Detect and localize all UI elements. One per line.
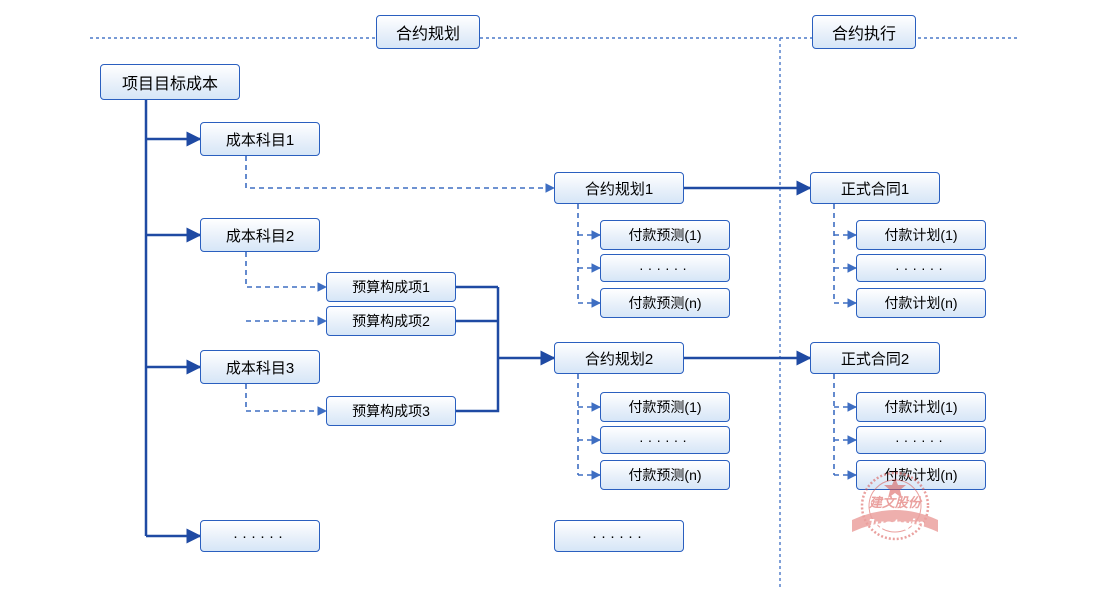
budget-item-1-label: 预算构成项1 xyxy=(352,277,430,297)
payplan1-item-n-label: 付款计划(n) xyxy=(884,293,957,313)
contract-plan-more-label: ······ xyxy=(592,528,646,545)
payplan1-item-1-label: 付款计划(1) xyxy=(884,225,957,245)
budget-item-1: 预算构成项1 xyxy=(326,272,456,302)
cost-item-3-label: 成本科目3 xyxy=(226,357,294,378)
contract-plan-1: 合约规划1 xyxy=(554,172,684,204)
root-node: 项目目标成本 xyxy=(100,64,240,100)
header-planning: 合约规划 xyxy=(376,15,480,49)
forecast1-item-1-label: 付款预测(1) xyxy=(628,225,701,245)
contract-plan-1-label: 合约规划1 xyxy=(585,178,653,199)
contract-2: 正式合同2 xyxy=(810,342,940,374)
watermark-main: Justwin xyxy=(865,517,925,534)
contract-2-label: 正式合同2 xyxy=(841,348,909,369)
header-execution: 合约执行 xyxy=(812,15,916,49)
cost-item-more-label: ······ xyxy=(233,528,287,545)
forecast1-item-1: 付款预测(1) xyxy=(600,220,730,250)
contract-1: 正式合同1 xyxy=(810,172,940,204)
payplan1-item-n: 付款计划(n) xyxy=(856,288,986,318)
forecast2-dots: ······ xyxy=(600,426,730,454)
cost-item-3: 成本科目3 xyxy=(200,350,320,384)
forecast2-dots-label: ······ xyxy=(639,432,691,448)
forecast2-item-n: 付款预测(n) xyxy=(600,460,730,490)
payplan2-dots: ······ xyxy=(856,426,986,454)
payplan1-dots-label: ······ xyxy=(895,260,947,276)
header-planning-label: 合约规划 xyxy=(396,20,460,44)
payplan2-item-n: 付款计划(n) xyxy=(856,460,986,490)
watermark-sub: 建文股份 xyxy=(869,495,921,510)
payplan2-dots-label: ······ xyxy=(895,432,947,448)
header-execution-label: 合约执行 xyxy=(832,20,896,44)
contract-plan-more: ······ xyxy=(554,520,684,552)
forecast2-item-n-label: 付款预测(n) xyxy=(628,465,701,485)
cost-item-more: ······ xyxy=(200,520,320,552)
cost-item-1: 成本科目1 xyxy=(200,122,320,156)
budget-item-2: 预算构成项2 xyxy=(326,306,456,336)
contract-plan-2: 合约规划2 xyxy=(554,342,684,374)
forecast1-item-n-label: 付款预测(n) xyxy=(628,293,701,313)
payplan2-item-1-label: 付款计划(1) xyxy=(884,397,957,417)
contract-1-label: 正式合同1 xyxy=(841,178,909,199)
forecast1-dots-label: ······ xyxy=(639,260,691,276)
forecast1-item-n: 付款预测(n) xyxy=(600,288,730,318)
contract-plan-2-label: 合约规划2 xyxy=(585,348,653,369)
cost-item-2-label: 成本科目2 xyxy=(226,225,294,246)
forecast2-item-1-label: 付款预测(1) xyxy=(628,397,701,417)
forecast1-dots: ······ xyxy=(600,254,730,282)
cost-item-2: 成本科目2 xyxy=(200,218,320,252)
payplan1-dots: ······ xyxy=(856,254,986,282)
payplan1-item-1: 付款计划(1) xyxy=(856,220,986,250)
payplan2-item-1: 付款计划(1) xyxy=(856,392,986,422)
budget-item-3-label: 预算构成项3 xyxy=(352,401,430,421)
cost-item-1-label: 成本科目1 xyxy=(226,129,294,150)
budget-item-2-label: 预算构成项2 xyxy=(352,311,430,331)
root-label: 项目目标成本 xyxy=(122,70,218,94)
budget-item-3: 预算构成项3 xyxy=(326,396,456,426)
forecast2-item-1: 付款预测(1) xyxy=(600,392,730,422)
payplan2-item-n-label: 付款计划(n) xyxy=(884,465,957,485)
